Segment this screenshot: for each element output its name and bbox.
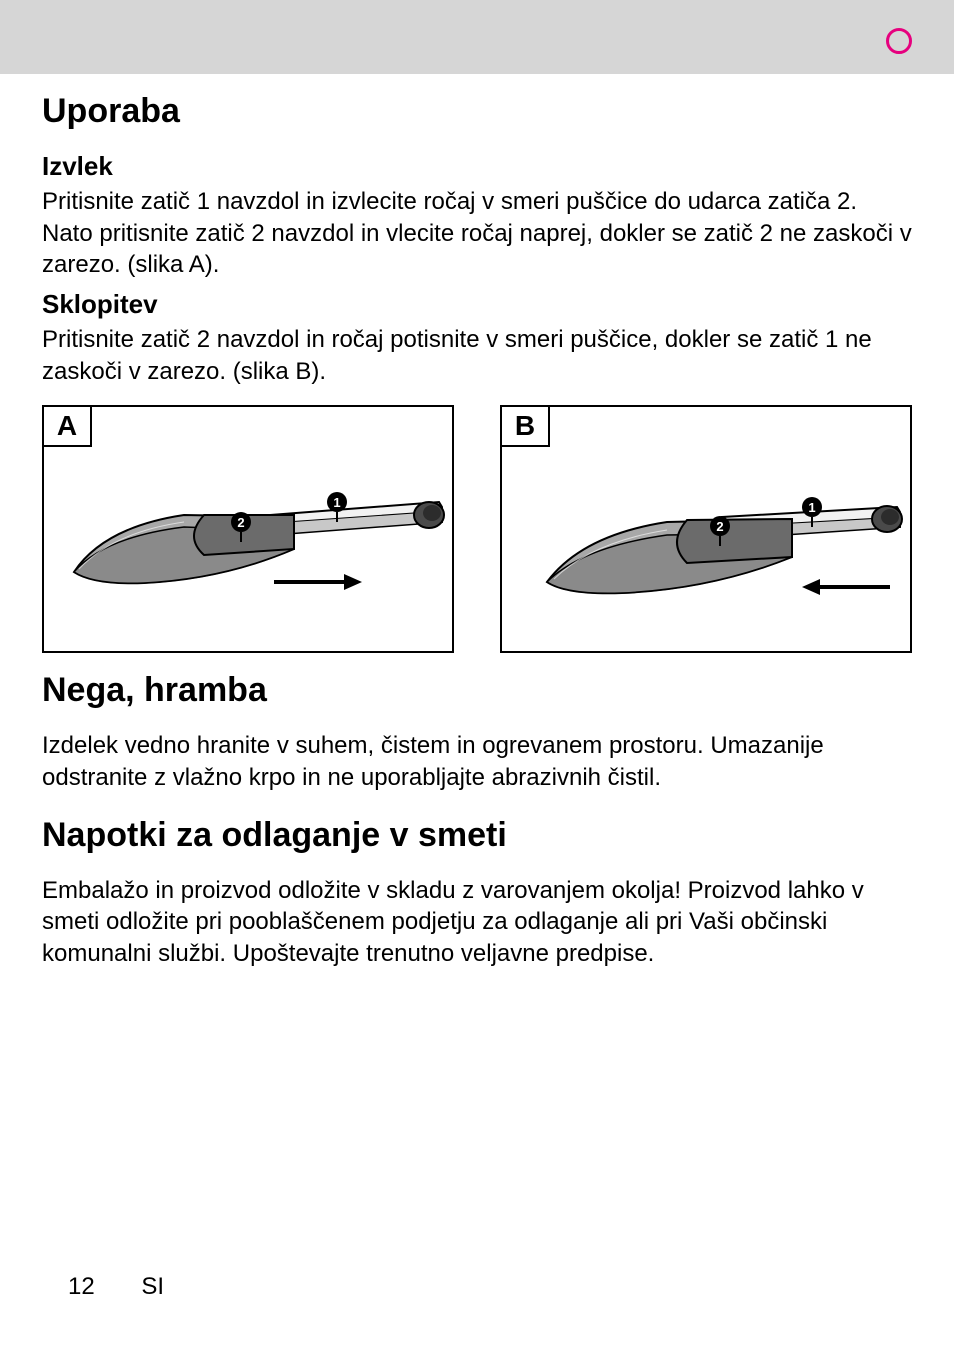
figure-b-label: B (502, 407, 550, 447)
text-napotki: Embalažo in proizvod odložite v skladu z… (42, 875, 912, 970)
svg-text:2: 2 (237, 515, 244, 530)
figure-a-diagram: 1 2 (44, 407, 456, 655)
subsection-sklopitev: Sklopitev (42, 289, 912, 320)
page-footer: 12 SI (68, 1273, 164, 1301)
figure-a-label: A (44, 407, 92, 447)
figure-b: B (500, 405, 912, 653)
text-izvlek: Pritisnite zatič 1 navzdol in izvlecite … (42, 186, 912, 281)
svg-text:2: 2 (716, 519, 723, 534)
section-title-uporaba: Uporaba (42, 92, 912, 131)
section-title-napotki: Napotki za odlaganje v smeti (42, 816, 912, 855)
page-number: 12 (68, 1273, 95, 1300)
section-title-nega: Nega, hramba (42, 671, 912, 710)
page-lang: SI (141, 1273, 164, 1300)
svg-text:1: 1 (333, 495, 340, 510)
subsection-izvlek: Izvlek (42, 151, 912, 182)
svg-text:1: 1 (808, 500, 815, 515)
text-sklopitev: Pritisnite zatič 2 navzdol in ročaj poti… (42, 324, 912, 387)
text-nega: Izdelek vedno hranite v suhem, čistem in… (42, 730, 912, 793)
figure-b-diagram: 1 2 (502, 407, 914, 655)
figure-a: A (42, 405, 454, 653)
